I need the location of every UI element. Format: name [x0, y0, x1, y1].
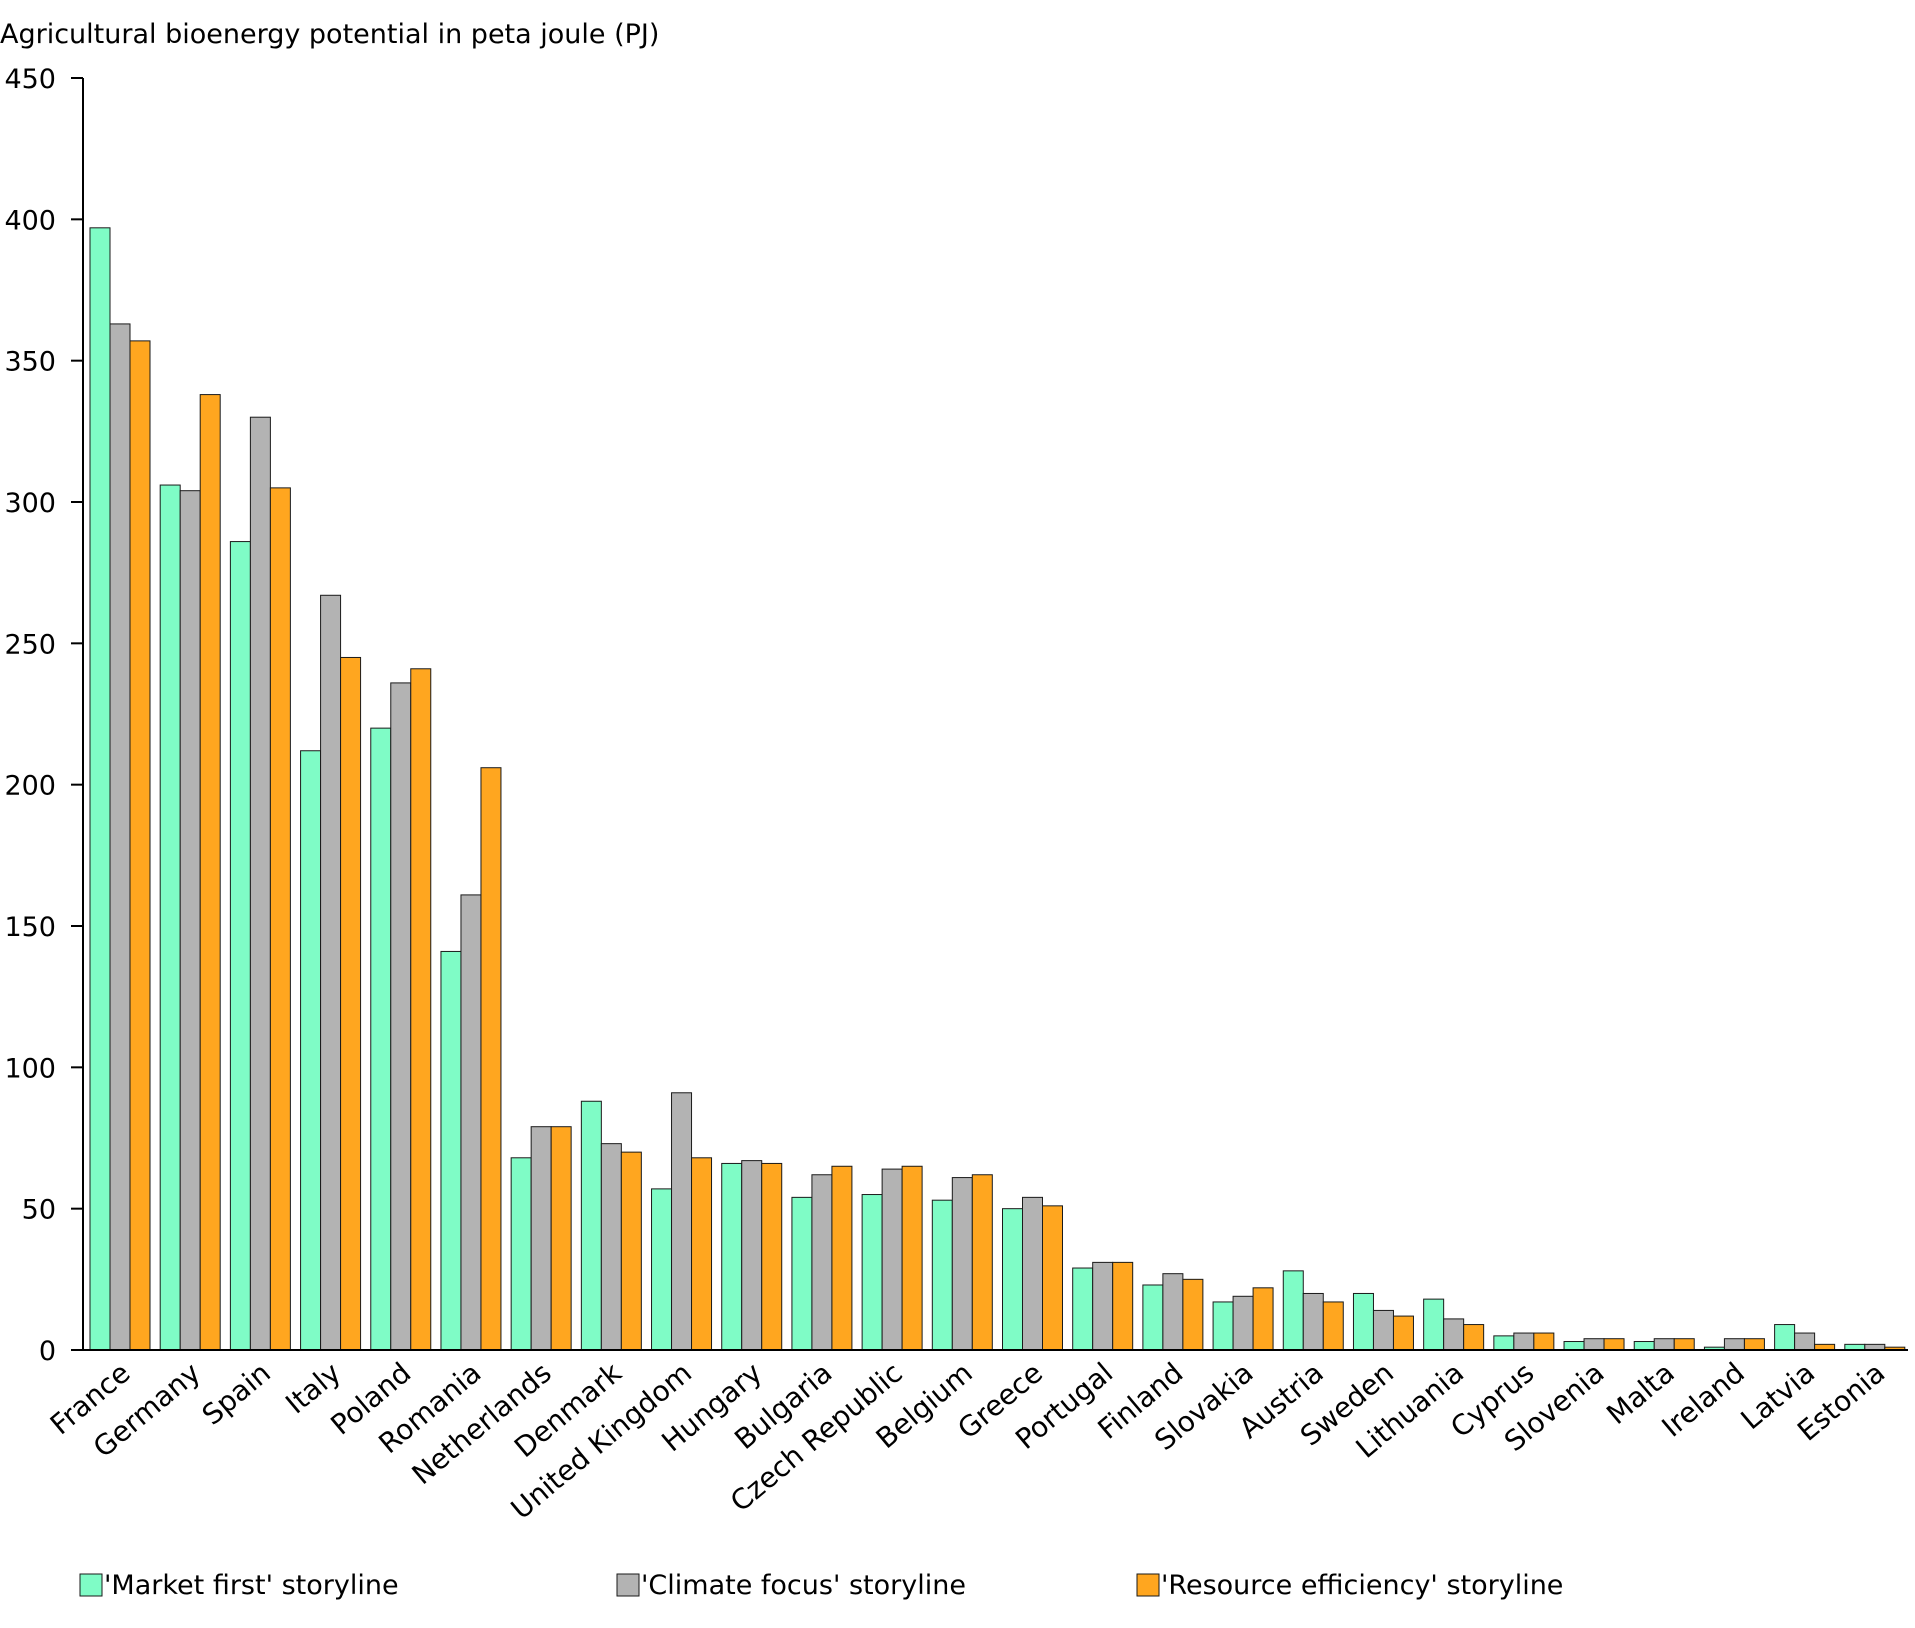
bar-latvia-series-1	[1774, 1324, 1796, 1351]
bar-portugal-series-2	[1092, 1261, 1114, 1351]
bar-united-kingdom-series-1	[651, 1188, 673, 1351]
legend-swatch-series-1	[79, 1573, 103, 1597]
bar-romania-series-2	[460, 894, 482, 1351]
bar-spain-series-2	[249, 416, 271, 1351]
bar-united-kingdom-series-3	[691, 1157, 713, 1351]
bar-romania-series-3	[480, 767, 502, 1351]
bar-finland-series-1	[1142, 1284, 1164, 1351]
bar-bulgaria-series-2	[811, 1174, 833, 1351]
bar-slovakia-series-1	[1212, 1301, 1234, 1351]
bars	[89, 227, 1906, 1351]
y-tick-label: 350	[4, 347, 56, 378]
legend-label-series-1: 'Market first' storyline	[104, 1570, 399, 1601]
y-tick-label: 100	[4, 1053, 56, 1084]
bar-poland-series-2	[390, 682, 412, 1351]
bar-italy-series-2	[320, 594, 342, 1351]
bar-belgium-series-1	[931, 1199, 953, 1351]
bar-portugal-series-3	[1112, 1261, 1134, 1351]
bar-lithuania-series-1	[1423, 1298, 1445, 1351]
y-axis-ticks: 0 50 100 150 200 250 300 350 400 450	[4, 64, 83, 1367]
bar-slovenia-series-1	[1563, 1341, 1585, 1351]
bar-germany-series-3	[199, 394, 221, 1351]
bar-malta-series-1	[1633, 1341, 1655, 1351]
bar-germany-series-1	[159, 484, 181, 1351]
y-tick-label: 0	[39, 1336, 56, 1367]
bar-czech-republic-series-1	[861, 1194, 883, 1351]
bar-portugal-series-1	[1072, 1267, 1094, 1351]
y-tick-label: 50	[22, 1195, 56, 1226]
bar-czech-republic-series-3	[901, 1165, 923, 1351]
bar-hungary-series-1	[721, 1162, 743, 1351]
bar-italy-series-1	[300, 750, 322, 1351]
legend-swatch-series-2	[616, 1573, 640, 1597]
bar-netherlands-series-1	[510, 1157, 532, 1351]
bar-lithuania-series-3	[1463, 1324, 1485, 1351]
bar-italy-series-3	[340, 656, 362, 1351]
bar-hungary-series-2	[741, 1160, 763, 1351]
legend-swatch-series-3	[1136, 1573, 1160, 1597]
y-tick-label: 250	[4, 629, 56, 660]
bar-slovakia-series-2	[1232, 1295, 1254, 1351]
bar-slovenia-series-2	[1583, 1338, 1605, 1351]
bar-france-series-3	[129, 340, 151, 1351]
bar-greece-series-3	[1042, 1205, 1063, 1351]
bar-greece-series-1	[1002, 1208, 1023, 1351]
bar-romania-series-1	[440, 950, 462, 1351]
y-tick-label: 150	[4, 912, 56, 943]
bar-denmark-series-3	[620, 1151, 642, 1351]
y-tick-label: 200	[4, 771, 56, 802]
bar-hungary-series-3	[761, 1162, 783, 1351]
y-tick-label: 450	[4, 64, 56, 95]
legend: 'Market first' storyline 'Climate focus' …	[79, 1570, 1563, 1601]
bar-slovakia-series-3	[1252, 1287, 1274, 1351]
legend-label-series-2: 'Climate focus' storyline	[641, 1570, 966, 1601]
bar-germany-series-2	[179, 490, 201, 1351]
bar-cyprus-series-1	[1493, 1335, 1515, 1351]
bar-france-series-2	[109, 323, 131, 1351]
y-tick-label: 400	[4, 205, 56, 236]
bar-ireland-series-3	[1743, 1338, 1765, 1351]
bar-netherlands-series-2	[530, 1126, 552, 1351]
legend-label-series-3: 'Resource efficiency' storyline	[1161, 1570, 1563, 1601]
bar-cyprus-series-3	[1533, 1332, 1555, 1351]
bar-belgium-series-2	[951, 1177, 973, 1351]
bar-united-kingdom-series-2	[671, 1092, 693, 1351]
bar-sweden-series-3	[1392, 1315, 1414, 1351]
bar-france-series-1	[89, 227, 111, 1351]
bar-poland-series-3	[410, 668, 432, 1351]
y-tick-label: 300	[4, 488, 56, 519]
bar-lithuania-series-2	[1443, 1318, 1465, 1351]
bar-austria-series-2	[1302, 1292, 1324, 1351]
bar-netherlands-series-3	[550, 1126, 572, 1351]
bar-denmark-series-2	[600, 1143, 622, 1351]
bar-latvia-series-2	[1794, 1332, 1816, 1351]
bar-malta-series-3	[1673, 1338, 1695, 1351]
bar-slovenia-series-3	[1603, 1338, 1625, 1351]
bar-ireland-series-2	[1723, 1338, 1745, 1351]
bar-belgium-series-3	[971, 1174, 993, 1351]
axes	[82, 78, 1908, 1351]
bar-bulgaria-series-1	[791, 1196, 813, 1351]
bar-spain-series-1	[229, 541, 251, 1351]
bar-denmark-series-1	[580, 1100, 602, 1351]
bar-sweden-series-2	[1372, 1309, 1394, 1351]
y-axis-title: Agricultural bioenergy potential in peta…	[0, 19, 659, 50]
bar-austria-series-3	[1322, 1301, 1344, 1351]
bar-czech-republic-series-2	[881, 1168, 903, 1351]
bar-bulgaria-series-3	[831, 1165, 853, 1351]
bar-finland-series-3	[1182, 1278, 1204, 1351]
bar-finland-series-2	[1162, 1273, 1184, 1351]
bar-greece-series-2	[1022, 1196, 1043, 1351]
bar-austria-series-1	[1282, 1270, 1304, 1351]
x-tick-label: Spain	[196, 1356, 277, 1432]
bar-sweden-series-1	[1352, 1292, 1374, 1351]
bar-poland-series-1	[370, 727, 392, 1351]
bar-malta-series-2	[1653, 1338, 1675, 1351]
bar-cyprus-series-2	[1513, 1332, 1535, 1351]
bar-spain-series-3	[269, 487, 291, 1351]
